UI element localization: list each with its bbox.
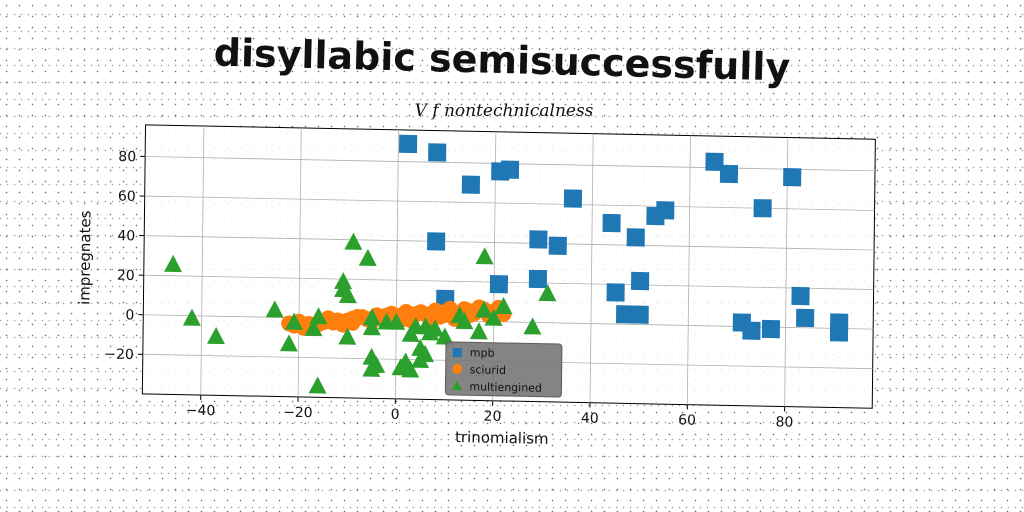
y-grid-line bbox=[144, 235, 875, 251]
y-grid-line bbox=[144, 195, 875, 211]
x-tick-label: 20 bbox=[484, 409, 502, 425]
series-layer bbox=[163, 134, 849, 394]
x-axis-label: trinomialism bbox=[455, 428, 549, 448]
data-point-multiengined bbox=[163, 254, 182, 273]
data-point-multiengined bbox=[416, 344, 435, 363]
data-point-multiengined bbox=[469, 322, 488, 340]
x-tick-label: 60 bbox=[678, 412, 696, 428]
data-point-mpb bbox=[761, 319, 781, 339]
legend-marker-sciurid bbox=[452, 364, 463, 375]
y-axis-label: impregnates bbox=[75, 210, 94, 305]
legend-label-multiengined: multiengined bbox=[469, 380, 542, 394]
grid-lines bbox=[142, 126, 876, 407]
y-tick-label: 80 bbox=[118, 149, 136, 165]
legend: mpb sciurid multiengined bbox=[444, 341, 563, 398]
data-point-mpb bbox=[461, 175, 481, 194]
data-point-multiengined bbox=[362, 318, 381, 336]
data-point-mpb bbox=[563, 189, 583, 208]
data-point-mpb bbox=[489, 274, 509, 294]
axis-ticks: −40 −20 0 20 40 60 80 −20 0 20 40 60 80 bbox=[104, 149, 793, 431]
x-grid-line bbox=[394, 129, 399, 399]
data-point-mpb bbox=[630, 305, 649, 324]
data-point-mpb bbox=[656, 201, 675, 220]
series-mpb bbox=[399, 134, 849, 342]
data-point-mpb bbox=[796, 308, 815, 328]
legend-marker-multiengined bbox=[451, 380, 462, 391]
x-grid-line bbox=[297, 127, 302, 397]
data-point-multiengined bbox=[484, 308, 503, 326]
data-point-multiengined bbox=[338, 327, 357, 345]
data-point-multiengined bbox=[206, 326, 225, 345]
data-point-mpb bbox=[602, 213, 621, 233]
chart-subtitle: V f nontechnicalness bbox=[415, 101, 594, 121]
data-point-multiengined bbox=[309, 307, 328, 325]
data-point-mpb bbox=[830, 313, 849, 332]
legend-marker-mpb bbox=[452, 347, 462, 358]
y-tick-label: 40 bbox=[117, 228, 135, 244]
data-point-mpb bbox=[791, 286, 810, 306]
data-point-sciurid bbox=[344, 314, 361, 331]
data-point-mpb bbox=[742, 321, 761, 340]
data-point-mpb bbox=[528, 269, 548, 289]
data-point-mpb bbox=[500, 160, 520, 179]
legend-box bbox=[444, 341, 563, 398]
data-point-mpb bbox=[427, 232, 446, 251]
x-grid-line bbox=[200, 126, 205, 396]
data-point-multiengined bbox=[426, 319, 445, 337]
data-point-sciurid bbox=[432, 308, 449, 325]
plot-area: −40 −20 0 20 40 60 80 −20 0 20 40 60 80 trinomialism… bbox=[75, 124, 876, 448]
legend-label-mpb: mpb bbox=[470, 346, 495, 359]
data-point-multiengined bbox=[338, 286, 357, 304]
y-grid-line bbox=[143, 274, 874, 290]
y-tick-label: 60 bbox=[118, 189, 136, 205]
data-point-mpb bbox=[616, 305, 635, 324]
series-multiengined bbox=[163, 232, 557, 394]
data-point-mpb bbox=[783, 168, 802, 187]
data-point-multiengined bbox=[304, 318, 323, 337]
data-point-mpb bbox=[705, 152, 724, 171]
data-point-mpb bbox=[753, 199, 772, 218]
x-tick-label: −40 bbox=[186, 403, 216, 420]
x-grid-line bbox=[589, 133, 594, 403]
data-point-multiengined bbox=[401, 360, 420, 378]
data-point-mpb bbox=[631, 271, 650, 291]
data-point-mpb bbox=[428, 143, 447, 162]
chart-title: disyllabic semisuccessfully bbox=[213, 30, 791, 89]
legend-label-sciurid: sciurid bbox=[470, 363, 506, 377]
data-point-multiengined bbox=[284, 312, 303, 330]
y-tick-label: 0 bbox=[125, 307, 134, 323]
data-point-mpb bbox=[719, 164, 739, 184]
y-tick-label: −20 bbox=[104, 347, 134, 364]
data-point-multiengined bbox=[474, 300, 493, 318]
x-tick-label: 80 bbox=[775, 414, 793, 430]
x-tick-label: 40 bbox=[581, 411, 599, 427]
data-point-mpb bbox=[529, 230, 548, 249]
x-tick-label: −20 bbox=[283, 405, 313, 422]
data-point-mpb bbox=[548, 236, 567, 255]
data-point-multiengined bbox=[344, 232, 363, 250]
data-point-multiengined bbox=[265, 300, 284, 318]
data-point-multiengined bbox=[455, 312, 474, 330]
plot-background bbox=[141, 124, 876, 409]
y-tick-label: 20 bbox=[117, 268, 135, 284]
x-grid-line bbox=[686, 135, 691, 405]
data-point-multiengined bbox=[308, 376, 327, 394]
data-point-multiengined bbox=[387, 312, 406, 330]
data-point-multiengined bbox=[358, 248, 377, 267]
data-point-mpb bbox=[399, 134, 418, 154]
data-point-mpb bbox=[626, 228, 645, 247]
data-point-multiengined bbox=[362, 308, 381, 326]
data-point-multiengined bbox=[475, 247, 494, 265]
x-tick-label: 0 bbox=[391, 407, 400, 423]
data-point-multiengined bbox=[523, 317, 542, 335]
data-point-multiengined bbox=[494, 297, 513, 315]
data-point-multiengined bbox=[279, 334, 298, 352]
data-point-mpb bbox=[606, 283, 625, 302]
data-point-multiengined bbox=[435, 327, 454, 345]
data-point-multiengined bbox=[367, 355, 386, 374]
data-point-multiengined bbox=[182, 308, 201, 326]
data-point-multiengined bbox=[538, 284, 557, 302]
